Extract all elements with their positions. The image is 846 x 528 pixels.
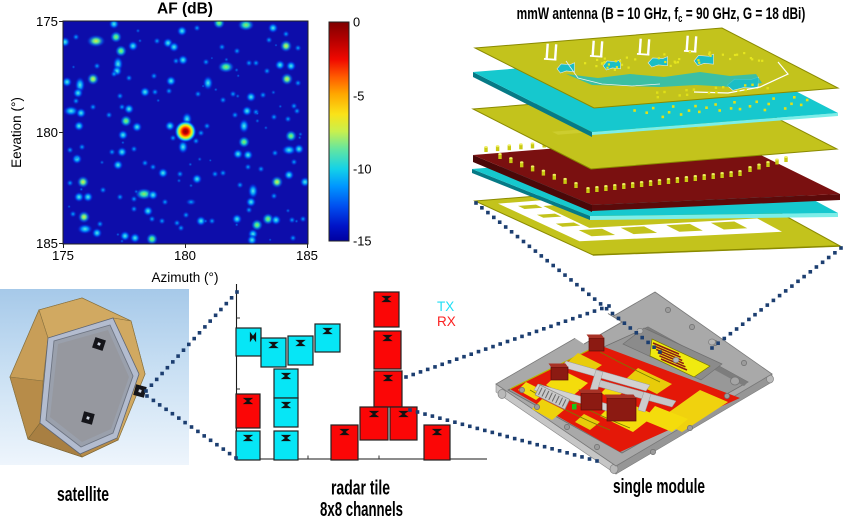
svg-text:TX: TX [437, 299, 454, 314]
svg-text:Azimuth (°): Azimuth (°) [152, 270, 219, 285]
svg-text:single module: single module [613, 476, 705, 498]
svg-text:0: 0 [353, 15, 360, 30]
svg-text:satellite: satellite [57, 484, 109, 506]
svg-text:175: 175 [36, 14, 58, 29]
svg-text:-5: -5 [353, 89, 364, 104]
svg-text:180: 180 [36, 125, 58, 140]
svg-text:-15: -15 [353, 234, 372, 249]
svg-text:8x8 channels: 8x8 channels [320, 499, 403, 521]
svg-text:185: 185 [296, 248, 318, 263]
svg-text:175: 175 [52, 248, 74, 263]
svg-text:180: 180 [174, 248, 196, 263]
svg-text:Eevation (°): Eevation (°) [9, 97, 24, 168]
svg-text:AF (dB): AF (dB) [157, 1, 213, 18]
svg-text:RX: RX [437, 314, 456, 329]
svg-text:mmW antenna (B = 10 GHz, fc =: mmW antenna (B = 10 GHz, fc = 90 GHz, G … [517, 5, 806, 25]
svg-text:185: 185 [36, 236, 58, 251]
svg-text:radar tile: radar tile [331, 478, 390, 500]
svg-text:-10: -10 [353, 162, 372, 177]
